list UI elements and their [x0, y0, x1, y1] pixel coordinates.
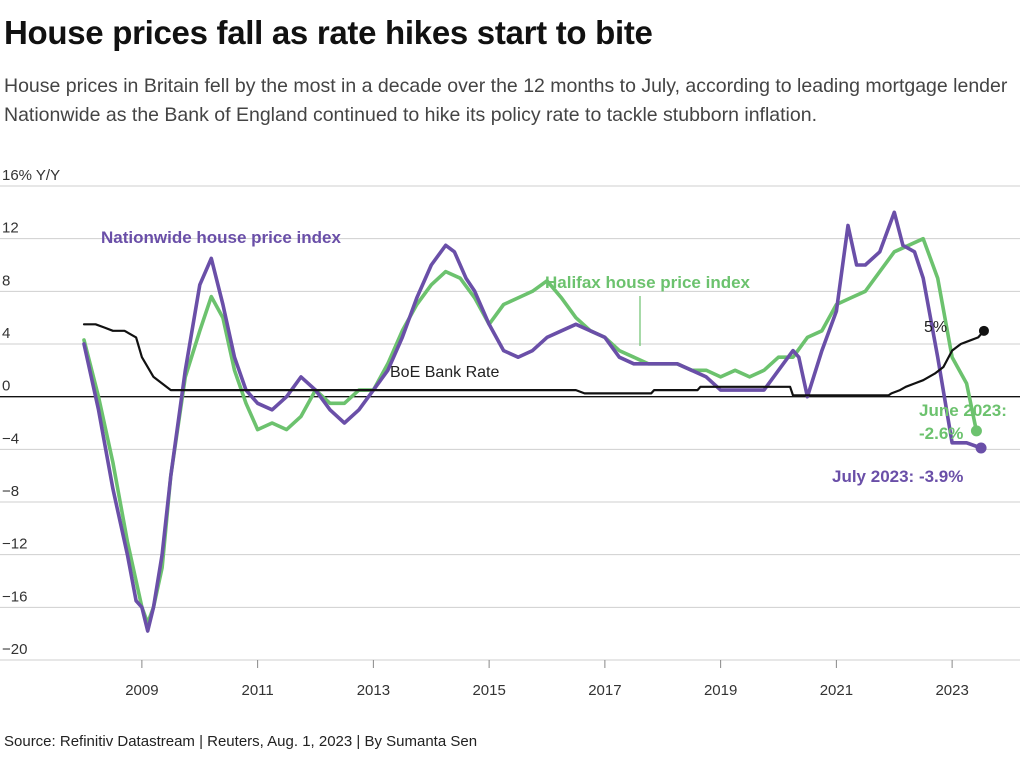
y-tick-label: −8	[2, 483, 19, 500]
halifax-end-point	[970, 425, 982, 437]
y-tick-label: −12	[2, 536, 27, 553]
halifax-end-label-line2: -2.6%	[919, 424, 963, 443]
x-tick-label: 2013	[357, 682, 390, 699]
y-tick-label: 4	[2, 325, 10, 342]
boe-end-value-label: 5%	[924, 319, 947, 336]
y-tick-label: −20	[2, 641, 27, 658]
x-tick-label: 2019	[704, 682, 737, 699]
nationwide-end-point	[975, 442, 987, 454]
nationwide-series-label: Nationwide house price index	[101, 228, 341, 247]
y-axis-ticks: 16% Y/Y 12 8 4 0 −4 −8 −12 −16 −20	[2, 167, 60, 658]
y-tick-label: 8	[2, 272, 10, 289]
annotations: Nationwide house price index Halifax hou…	[101, 228, 1007, 486]
x-tick-label: 2023	[935, 682, 968, 699]
series-lines	[82, 210, 989, 633]
y-tick-label: −16	[2, 588, 27, 605]
grid-lines	[0, 185, 1020, 661]
nationwide-end-label: July 2023: -3.9%	[832, 467, 963, 486]
y-tick-label: 0	[2, 378, 10, 395]
chart-title: House prices fall as rate hikes start to…	[4, 14, 653, 51]
boe-rate-end-point	[978, 325, 989, 336]
boe-rate-line	[82, 323, 986, 397]
x-tick-label: 2011	[241, 682, 273, 699]
x-tick-label: 2009	[125, 682, 158, 699]
y-tick-label: −4	[2, 430, 19, 447]
x-tick-label: 2017	[588, 682, 621, 699]
y-tick-label: 12	[2, 220, 19, 237]
source-note: Source: Refinitiv Datastream | Reuters, …	[4, 733, 478, 750]
halifax-end-label-line1: June 2023:	[919, 401, 1007, 420]
halifax-line	[82, 236, 979, 625]
x-tick-label: 2021	[820, 682, 853, 699]
halifax-series-label: Halifax house price index	[545, 273, 751, 292]
x-tick-label: 2015	[472, 682, 505, 699]
nationwide-line	[82, 210, 983, 633]
chart-subtitle: House prices in Britain fell by the most…	[4, 75, 1008, 126]
boe-rate-label: BoE Bank Rate	[390, 364, 500, 381]
x-axis-ticks: 2009 2011 2013 2015 2017 2019 2021 2023	[125, 660, 969, 699]
y-tick-label: 16% Y/Y	[2, 167, 60, 184]
